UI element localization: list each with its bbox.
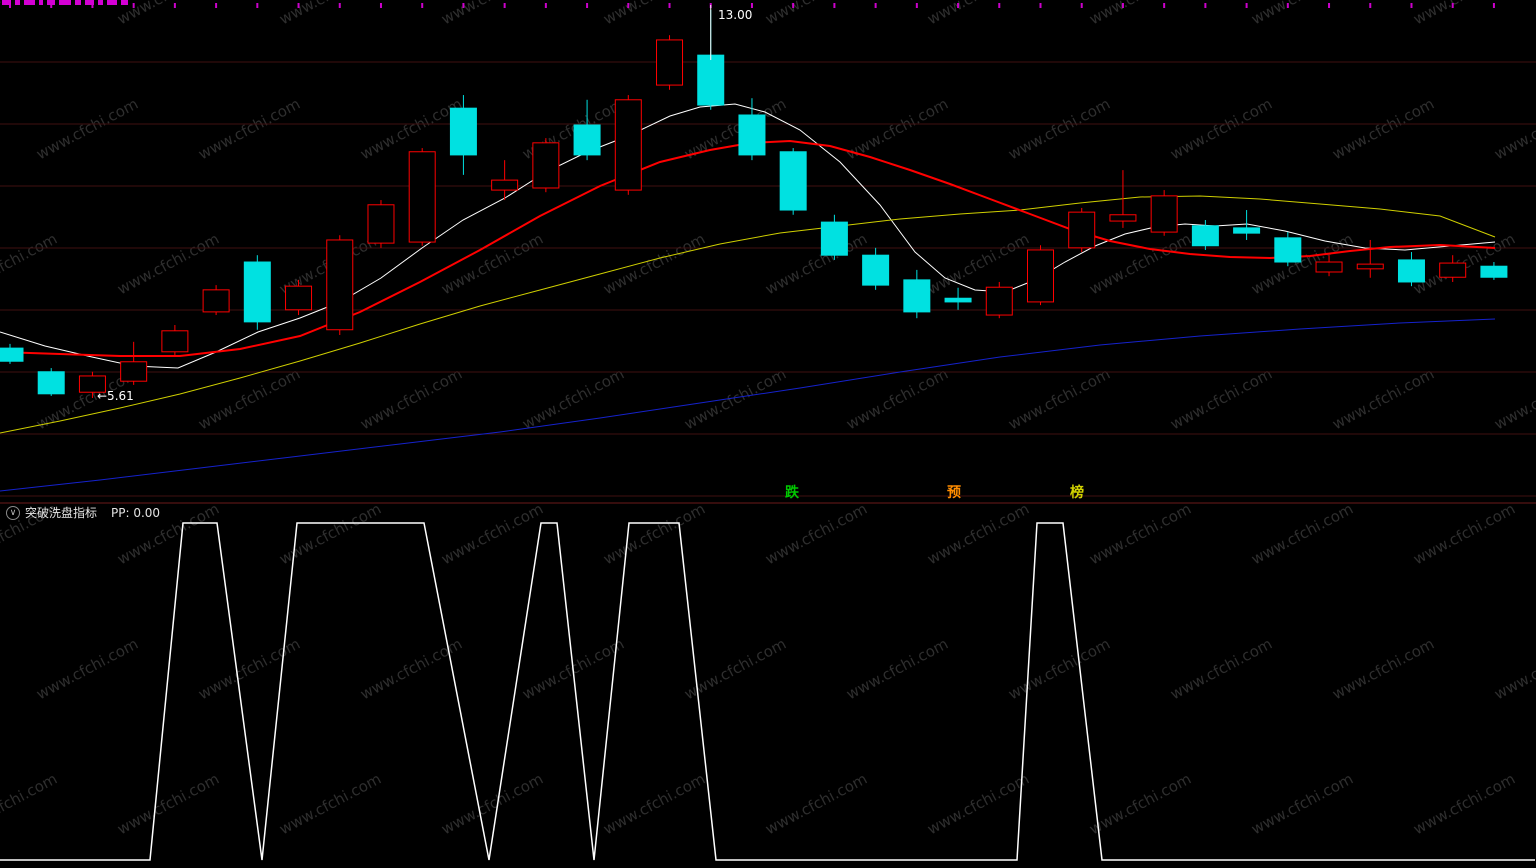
candle-body [944,297,972,303]
clipped-text-fragment [39,0,43,5]
candle-body [1480,265,1508,278]
collapse-indicator-icon[interactable] [6,505,20,520]
candle-body [1068,211,1096,249]
clipped-text-fragment [121,0,128,5]
candle-body [862,254,890,286]
clipped-text-fragment [59,0,71,5]
indicator-line [0,522,1535,861]
clipped-text-fragment [107,0,117,5]
candle-body [285,285,313,311]
candle-body [985,286,1013,316]
candle-body [820,221,848,256]
ma-line-white [0,103,1496,369]
candle-body [243,261,271,323]
candle-body [1397,259,1425,283]
candle-body [697,54,725,106]
clipped-text-fragment [75,0,81,5]
clipped-text-fragment [2,0,11,5]
candle-body [656,39,684,86]
candle-body [78,375,106,393]
overlay-char: 预 [947,485,961,501]
clipped-text-fragment [47,0,55,5]
candle-body [449,107,477,156]
candle-body [1191,225,1219,247]
candle-body [614,99,642,191]
candle-body [408,151,436,243]
candle-body [1233,227,1261,234]
candle-body [202,289,230,313]
candle-body [1439,262,1467,278]
candle-body [573,124,601,156]
candle-body [1315,261,1343,273]
candle-body [0,347,24,362]
clipped-text-fragment [98,0,103,5]
candle-body [1109,214,1137,222]
candle-body [120,361,148,382]
indicator-value-label: PP: 0.00 [111,505,161,520]
high-price-label: 13.00 [718,8,753,22]
candle-body [1274,237,1302,263]
clipped-text-fragment [24,0,35,5]
indicator-header: 突破洗盘指标 PP: 0.00 [6,504,160,521]
overlay-char: 跌 [785,485,799,501]
candle-body [491,179,519,191]
candle-body [367,204,395,244]
ma-line-red [0,139,1496,357]
candle-body [161,330,189,353]
candle-body [1027,249,1054,303]
candle-body [903,279,931,313]
ma-line-blue [0,318,1496,492]
overlay-char: 榜 [1070,485,1084,501]
candle-body [1150,195,1178,233]
candle-body [1356,263,1384,270]
candle-body [326,239,354,331]
candle-body [532,142,560,189]
clipped-text-fragment [15,0,20,5]
clipped-header-fragments [2,0,128,7]
candle-body [37,371,65,395]
candle-body [779,151,807,211]
ma-line-yellow [0,195,1496,434]
indicator-name-label: 突破洗盘指标 [25,506,98,520]
low-price-label: ←5.61 [97,389,134,403]
candle-body [738,114,766,156]
clipped-text-fragment [85,0,94,5]
